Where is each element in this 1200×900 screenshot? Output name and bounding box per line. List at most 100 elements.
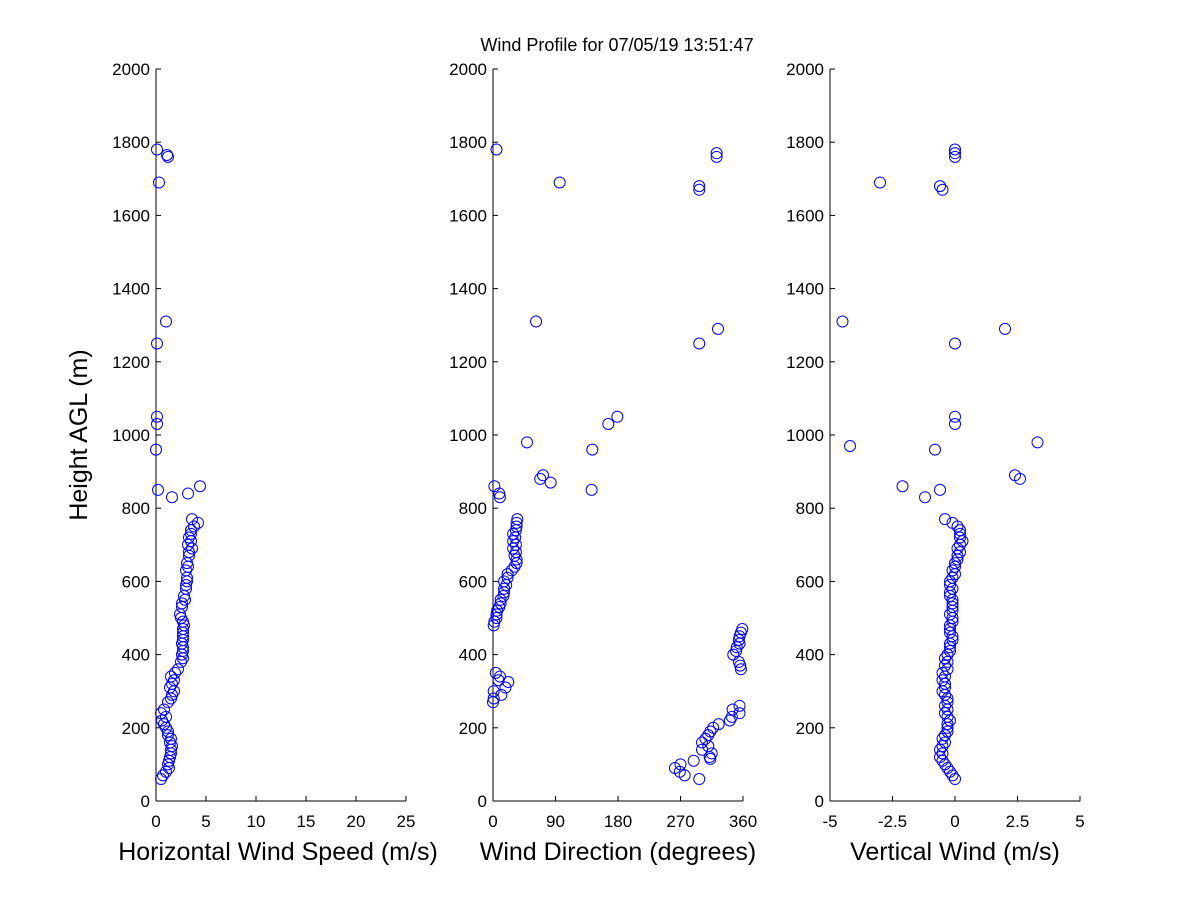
data-point: [949, 337, 961, 350]
y-tick-label: 1600: [786, 206, 824, 225]
data-point: [188, 520, 200, 533]
data-point: [896, 480, 909, 493]
y-axis-title: Height AGL (m): [65, 349, 93, 520]
data-point: [946, 597, 959, 610]
data-point: [507, 542, 520, 555]
data-point: [949, 568, 961, 581]
data-point: [936, 732, 949, 745]
data-point: [944, 619, 956, 632]
data-point: [152, 483, 164, 496]
x-tick-label: 180: [604, 812, 632, 831]
data-point: [534, 472, 547, 485]
y-tick-label: 1200: [112, 353, 150, 372]
data-point: [949, 418, 961, 431]
data-point: [730, 641, 743, 654]
data-point: [498, 582, 511, 595]
data-point: [505, 564, 518, 577]
data-point: [673, 765, 686, 778]
data-point: [510, 553, 523, 566]
data-point: [936, 747, 949, 760]
y-tick-label: 600: [459, 572, 487, 591]
data-point: [492, 674, 505, 687]
data-point: [934, 743, 946, 756]
data-point: [710, 150, 723, 163]
data-point: [723, 714, 736, 727]
data-point: [944, 590, 956, 603]
data-point: [502, 676, 515, 689]
data-point: [1031, 436, 1044, 449]
y-tick-label: 1800: [112, 133, 150, 152]
data-point: [946, 633, 959, 646]
data-point: [944, 637, 956, 650]
y-tick-label: 200: [796, 719, 824, 738]
data-point: [611, 410, 624, 423]
data-point: [733, 630, 746, 643]
data-point: [678, 769, 691, 782]
data-point: [929, 443, 941, 456]
data-point: [704, 752, 717, 765]
wind-direction-panel: 0 200 400 600 800 1000 1200 1400 1600 1800 2000 0 90…: [449, 60, 757, 866]
data-point: [510, 516, 523, 529]
data-point: [934, 180, 946, 193]
data-point: [939, 736, 951, 749]
y-tick-label: 1000: [449, 426, 487, 445]
y-tick-label: 600: [796, 572, 824, 591]
data-point: [954, 538, 966, 551]
y-tick-label: 2000: [112, 60, 150, 79]
data-point: [949, 773, 961, 786]
data-point: [491, 604, 504, 617]
data-point: [490, 143, 503, 156]
y-tick-label: 0: [141, 792, 150, 811]
y-tick-label: 200: [459, 719, 487, 738]
y-tick-label: 1400: [449, 280, 487, 299]
data-point: [487, 696, 499, 709]
data-point: [949, 147, 961, 160]
data-point: [693, 337, 706, 350]
data-point: [936, 674, 949, 687]
data-point: [732, 633, 745, 646]
data-point: [151, 143, 163, 156]
data-point: [497, 590, 510, 603]
data-point: [999, 322, 1011, 335]
data-point: [946, 630, 959, 643]
data-point: [163, 762, 175, 775]
data-point: [939, 707, 951, 720]
data-point: [186, 542, 198, 555]
data-point: [944, 608, 956, 621]
x-tick-label: 15: [297, 812, 316, 831]
data-point: [1014, 472, 1026, 485]
data-point: [936, 685, 949, 698]
x-tick-label: 0: [151, 812, 160, 831]
data-point: [153, 176, 165, 189]
data-point: [178, 590, 190, 603]
y-tick-label: 200: [122, 719, 150, 738]
data-point: [507, 535, 520, 548]
data-point: [166, 491, 178, 504]
data-point: [946, 564, 959, 577]
x-tick-label: 2.5: [1006, 812, 1030, 831]
data-point: [936, 754, 949, 767]
data-point: [161, 149, 173, 162]
y-tick-label: 1600: [112, 206, 150, 225]
data-point: [946, 571, 959, 584]
data-point: [939, 681, 951, 694]
data-point: [172, 663, 184, 676]
x-tick-label: 25: [397, 812, 416, 831]
figure-title: Wind Profile for 07/05/19 13:51:47: [480, 35, 753, 55]
data-point: [936, 740, 949, 753]
data-point: [936, 666, 949, 679]
y-tick-label: 0: [815, 792, 824, 811]
x-axis-title: Wind Direction (degrees): [480, 838, 757, 866]
data-point: [169, 666, 181, 679]
data-point: [602, 418, 615, 431]
data-point: [150, 443, 162, 456]
data-point: [164, 751, 176, 764]
y-tick-label: 2000: [449, 60, 487, 79]
y-tick-label: 1400: [112, 280, 150, 299]
data-point: [939, 758, 951, 771]
y-tick-label: 400: [459, 646, 487, 665]
data-point: [727, 648, 740, 661]
data-point: [160, 765, 172, 778]
data-point: [936, 183, 949, 196]
